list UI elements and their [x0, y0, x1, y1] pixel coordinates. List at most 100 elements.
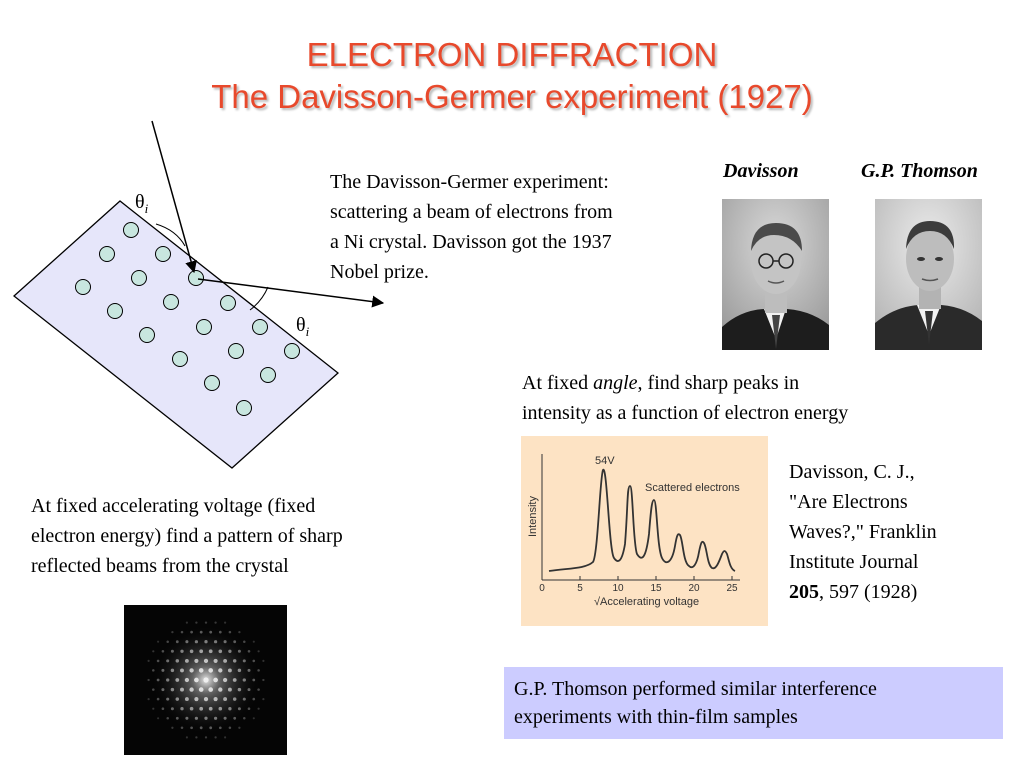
diffraction-spot [170, 668, 175, 673]
diffraction-spot [152, 707, 155, 710]
diffraction-spot [194, 677, 199, 683]
diffraction-spot [180, 726, 184, 730]
fixed-voltage-text: At fixed accelerating voltage (fixed ele… [31, 495, 343, 577]
davisson-portrait [722, 199, 829, 350]
diffraction-spot [185, 621, 188, 624]
diffraction-spot [190, 726, 193, 730]
diffraction-spot [147, 659, 150, 662]
plot-tick-5: 5 [577, 583, 583, 594]
diffraction-spot [161, 650, 165, 653]
diffraction-spot [198, 687, 204, 692]
diffraction-spot [198, 668, 204, 673]
diffraction-spot [157, 717, 160, 720]
atom [252, 319, 268, 335]
diffraction-spot [209, 630, 213, 634]
diffraction-spot [161, 668, 165, 672]
diffraction-spot [213, 658, 218, 663]
diffraction-spot [252, 659, 256, 663]
diffraction-spot [218, 630, 222, 634]
diffraction-spot [218, 687, 223, 692]
atom [99, 246, 115, 262]
diffraction-spot [204, 716, 208, 720]
diffraction-spot [166, 640, 169, 643]
diffraction-spot [213, 677, 218, 683]
diffraction-spot [227, 687, 232, 692]
diffraction-spot [209, 726, 213, 730]
atom [236, 400, 252, 416]
diffraction-spot [194, 716, 199, 720]
diffraction-spot [161, 688, 165, 692]
scattered-beam-arrow [197, 278, 385, 308]
atom [228, 343, 244, 359]
davisson-label: Davisson [723, 160, 799, 182]
diffraction-spot [218, 726, 222, 730]
atom [220, 295, 236, 311]
diffraction-spot [262, 659, 265, 662]
diffraction-spot [208, 706, 213, 711]
peak-label-54v: 54V [595, 455, 615, 467]
diffraction-spot [223, 658, 228, 663]
diffraction-spot [232, 697, 237, 701]
diffraction-spot [203, 658, 209, 664]
plot-background [521, 436, 768, 626]
diffraction-spot [227, 668, 232, 673]
diffraction-spot [175, 659, 180, 663]
diffraction-spot [180, 630, 184, 634]
diffraction-spot [180, 649, 184, 653]
diffraction-spot [262, 698, 265, 701]
plot-tick-15: 15 [650, 583, 662, 594]
diffraction-spot [208, 649, 213, 654]
crystal-slab [12, 200, 340, 469]
diffraction-spot [228, 726, 232, 730]
diffraction-spot [218, 668, 223, 673]
diffraction-spot [166, 678, 170, 682]
plot-tick-10: 10 [612, 583, 624, 594]
slide-title: ELECTRON DIFFRACTION The Davisson-Germer… [0, 34, 1024, 118]
experiment-description: The Davisson-Germer experiment: scatteri… [330, 171, 613, 283]
diffraction-spot [170, 687, 175, 692]
diffraction-spot [166, 659, 170, 663]
diffraction-spot [223, 640, 227, 644]
diffraction-spot [189, 706, 194, 711]
diffraction-spot [233, 640, 237, 644]
diffraction-spot [156, 678, 160, 682]
diffraction-spot [224, 621, 227, 624]
diffraction-spot [184, 697, 189, 702]
diffraction-spot [214, 736, 217, 739]
diffraction-spot [204, 736, 208, 739]
diffraction-spot [203, 696, 209, 702]
atom [284, 343, 300, 359]
title-line-2: The Davisson-Germer experiment (1927) [211, 78, 813, 115]
diffraction-spot [194, 640, 199, 644]
scattering-diagram [12, 120, 385, 469]
diffraction-spot [195, 736, 198, 739]
diffraction-pattern-image [124, 605, 287, 755]
diffraction-spot [228, 630, 232, 634]
diffraction-spot [204, 621, 208, 624]
diffraction-spot [204, 640, 208, 644]
plot-tick-25: 25 [726, 583, 738, 594]
diffraction-spot [203, 677, 209, 683]
diffraction-spot [238, 726, 241, 729]
atom [204, 375, 220, 391]
diffraction-spot [199, 726, 203, 730]
diffraction-spot [237, 649, 241, 653]
diffraction-spot [195, 621, 198, 624]
scattered-electrons-legend: Scattered electrons [645, 482, 740, 494]
diffraction-spot [257, 669, 260, 672]
diffraction-spot [199, 706, 204, 711]
thomson-label: G.P. Thomson [861, 160, 978, 182]
diffraction-spot [242, 659, 246, 663]
diffraction-spot [243, 640, 246, 643]
diffraction-spot [228, 707, 232, 711]
diffraction-spot [237, 687, 242, 692]
diffraction-spot [257, 688, 260, 691]
diffraction-spot [152, 688, 155, 691]
theta-i-scattered-label: θi [296, 314, 310, 339]
diffraction-spot [166, 697, 170, 701]
diffraction-spot [147, 678, 150, 682]
diffraction-spot [257, 650, 260, 653]
diffraction-spot [199, 630, 203, 634]
diffraction-spot [242, 697, 246, 701]
diffraction-spot [180, 668, 184, 673]
